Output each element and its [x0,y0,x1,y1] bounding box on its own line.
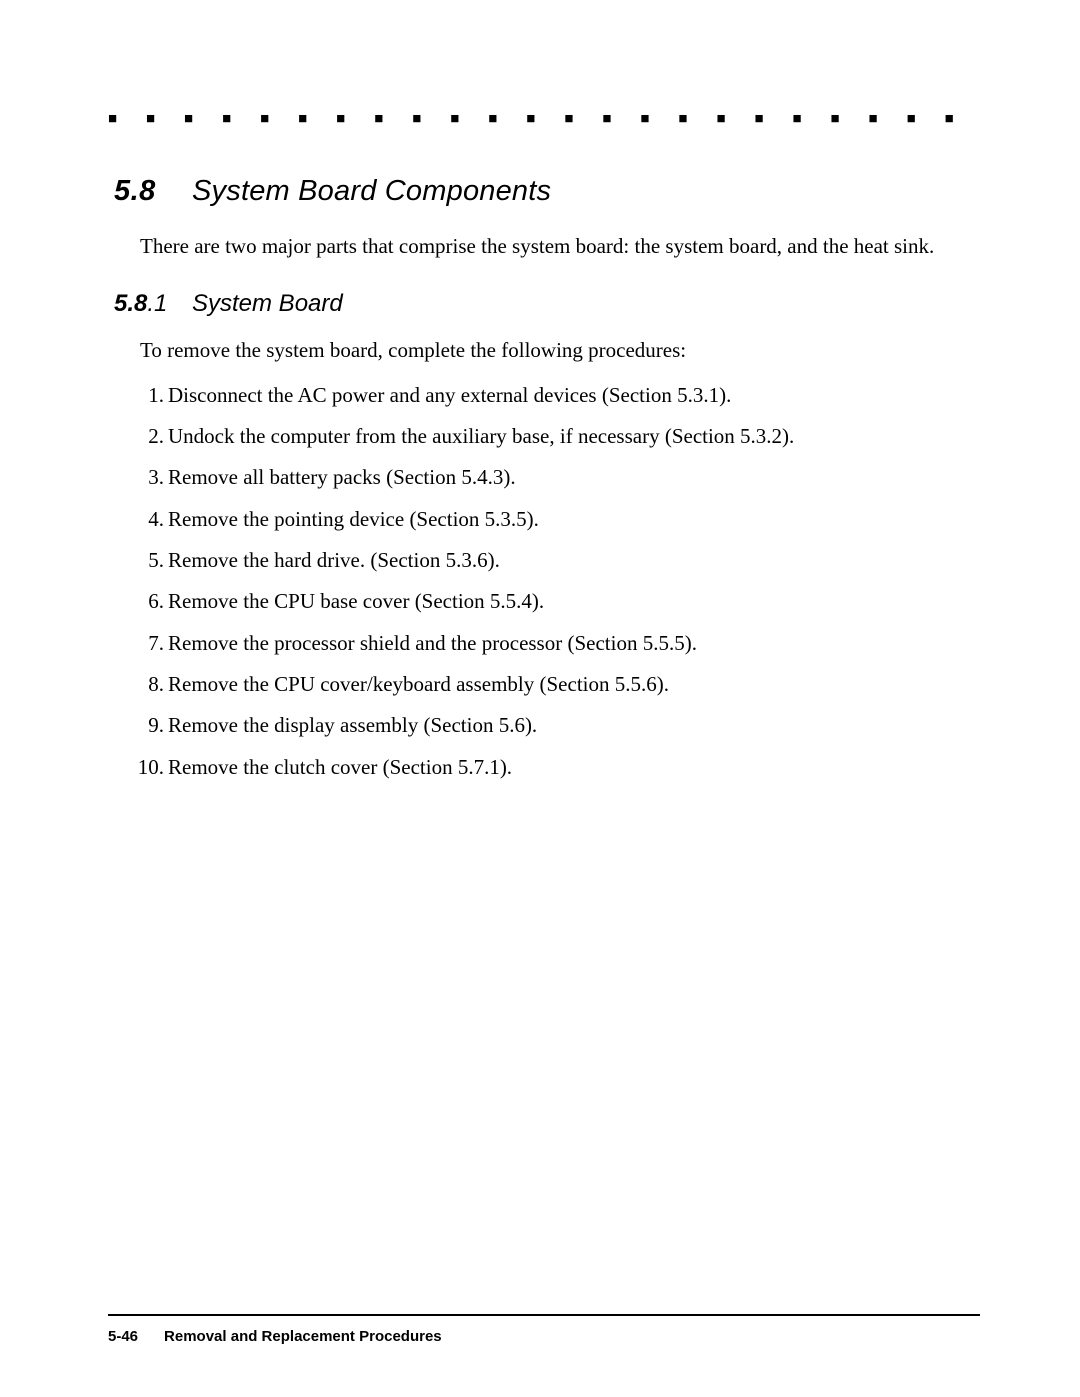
subsection-intro-text: To remove the system board, complete the… [140,336,980,364]
dotted-rule: ■ ■ ■ ■ ■ ■ ■ ■ ■ ■ ■ ■ ■ ■ ■ ■ ■ ■ ■ ■ … [108,110,980,127]
list-item: Remove the display assembly (Section 5.6… [140,711,980,739]
page-footer: 5-46 Removal and Replacement Procedures [108,1314,980,1345]
footer-title: Removal and Replacement Procedures [164,1328,442,1345]
procedure-list: Disconnect the AC power and any external… [140,381,980,781]
list-item: Remove the hard drive. (Section 5.3.6). [140,546,980,574]
section-heading: 5.8 System Board Components [114,175,980,208]
list-item: Remove the pointing device (Section 5.3.… [140,505,980,533]
list-item: Disconnect the AC power and any external… [140,381,980,409]
subsection-number-bold: 5.8 [114,290,147,317]
list-item: Undock the computer from the auxiliary b… [140,422,980,450]
subsection-heading: 5.8.1 System Board [114,290,980,318]
subsection-number: 5.8.1 [114,290,192,318]
page-number: 5-46 [108,1328,138,1345]
list-item: Remove the clutch cover (Section 5.7.1). [140,753,980,781]
list-item: Remove the processor shield and the proc… [140,629,980,657]
list-item: Remove the CPU cover/keyboard assembly (… [140,670,980,698]
list-item: Remove the CPU base cover (Section 5.5.4… [140,587,980,615]
subsection-number-thin: .1 [147,290,167,317]
section-number: 5.8 [114,175,192,208]
footer-rule [108,1314,980,1316]
subsection-title: System Board [192,290,343,318]
document-page: ■ ■ ■ ■ ■ ■ ■ ■ ■ ■ ■ ■ ■ ■ ■ ■ ■ ■ ■ ■ … [0,0,1080,781]
footer-text: 5-46 Removal and Replacement Procedures [108,1328,980,1345]
list-item: Remove all battery packs (Section 5.4.3)… [140,463,980,491]
section-title: System Board Components [192,175,551,208]
section-intro-text: There are two major parts that comprise … [140,232,940,260]
